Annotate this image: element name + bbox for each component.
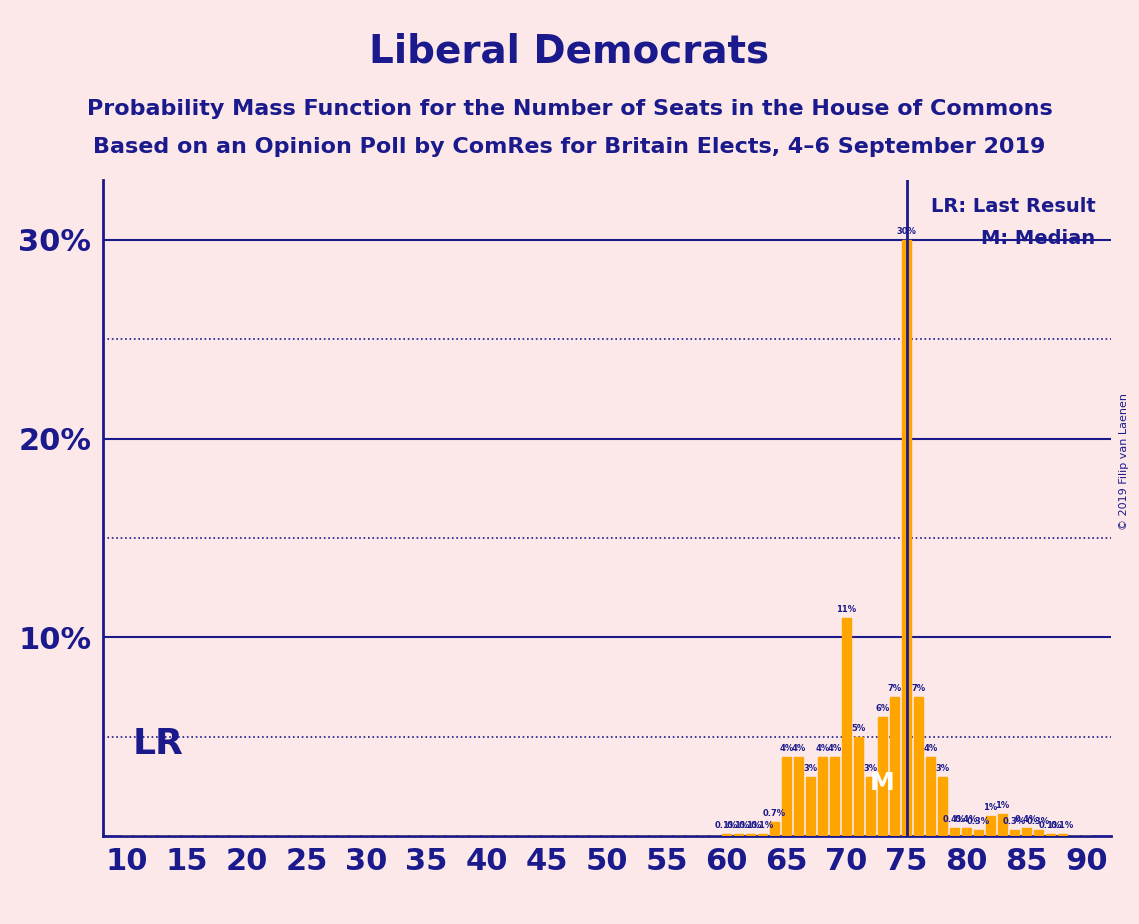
Bar (1009, 831, 1019, 836)
Text: M: M (870, 771, 895, 795)
Text: 0.4%: 0.4% (943, 815, 966, 824)
Text: 7%: 7% (887, 684, 902, 693)
Bar (950, 828, 959, 836)
Text: 0.3%: 0.3% (1027, 818, 1050, 826)
Bar (1058, 834, 1067, 836)
Bar (818, 757, 827, 836)
Text: 5%: 5% (851, 723, 866, 733)
Bar (974, 831, 983, 836)
Bar (1022, 828, 1031, 836)
Bar (902, 240, 911, 836)
Text: 4%: 4% (924, 744, 937, 753)
Bar (757, 834, 768, 836)
Text: 4%: 4% (792, 744, 805, 753)
Bar (805, 776, 816, 836)
Text: LR: Last Result: LR: Last Result (931, 197, 1096, 215)
Bar (866, 776, 875, 836)
Bar (878, 717, 887, 836)
Text: 4%: 4% (779, 744, 794, 753)
Text: 0.7%: 0.7% (763, 809, 786, 819)
Text: 7%: 7% (911, 684, 926, 693)
Bar (722, 834, 731, 836)
Bar (926, 757, 935, 836)
Text: 3%: 3% (935, 763, 950, 772)
Text: © 2019 Filip van Laenen: © 2019 Filip van Laenen (1120, 394, 1129, 530)
Bar (998, 814, 1007, 836)
Bar (913, 697, 924, 836)
Text: Liberal Democrats: Liberal Democrats (369, 32, 770, 70)
Bar (937, 776, 948, 836)
Text: LR: LR (132, 726, 183, 760)
Bar (1046, 834, 1056, 836)
Text: 0.3%: 0.3% (967, 818, 990, 826)
Text: Based on an Opinion Poll by ComRes for Britain Elects, 4–6 September 2019: Based on an Opinion Poll by ComRes for B… (93, 137, 1046, 157)
Bar (985, 816, 995, 836)
Text: 1%: 1% (995, 801, 1009, 810)
Text: 1%: 1% (983, 803, 998, 812)
Bar (829, 757, 839, 836)
Bar (770, 822, 779, 836)
Text: 0.1%: 0.1% (715, 821, 738, 831)
Text: 0.1%: 0.1% (739, 821, 762, 831)
Text: 11%: 11% (836, 604, 857, 614)
Text: 3%: 3% (863, 763, 877, 772)
Bar (890, 697, 900, 836)
Text: 0.1%: 0.1% (751, 821, 775, 831)
Text: 4%: 4% (827, 744, 842, 753)
Text: 0.1%: 0.1% (1051, 821, 1074, 831)
Text: 0.1%: 0.1% (1039, 821, 1063, 831)
Text: 4%: 4% (816, 744, 829, 753)
Text: 3%: 3% (803, 763, 818, 772)
Bar (854, 736, 863, 836)
Bar (794, 757, 803, 836)
Bar (734, 834, 744, 836)
Text: 0.4%: 0.4% (954, 815, 978, 824)
Bar (1034, 831, 1043, 836)
Text: 6%: 6% (876, 704, 890, 713)
Text: M: Median: M: Median (982, 229, 1096, 249)
Bar (961, 828, 972, 836)
Text: 30%: 30% (896, 227, 917, 236)
Bar (781, 757, 792, 836)
Text: 0.3%: 0.3% (1003, 818, 1026, 826)
Bar (746, 834, 755, 836)
Text: 0.4%: 0.4% (1015, 815, 1038, 824)
Bar (842, 617, 851, 836)
Text: Probability Mass Function for the Number of Seats in the House of Commons: Probability Mass Function for the Number… (87, 99, 1052, 119)
Text: 0.1%: 0.1% (727, 821, 751, 831)
